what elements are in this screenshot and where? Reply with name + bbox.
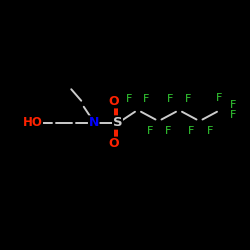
Text: F: F bbox=[230, 110, 236, 120]
Text: F: F bbox=[147, 126, 154, 136]
Text: F: F bbox=[185, 94, 192, 104]
Text: F: F bbox=[216, 93, 222, 103]
Text: F: F bbox=[126, 94, 132, 104]
Text: S: S bbox=[113, 116, 122, 129]
Text: F: F bbox=[166, 94, 173, 104]
Text: HO: HO bbox=[22, 116, 42, 129]
Text: F: F bbox=[230, 100, 236, 110]
Text: F: F bbox=[143, 94, 149, 104]
Text: N: N bbox=[88, 116, 99, 129]
Text: F: F bbox=[164, 126, 171, 136]
Text: O: O bbox=[108, 95, 119, 108]
Text: F: F bbox=[188, 126, 195, 136]
Text: O: O bbox=[108, 137, 119, 150]
Text: F: F bbox=[207, 126, 213, 136]
